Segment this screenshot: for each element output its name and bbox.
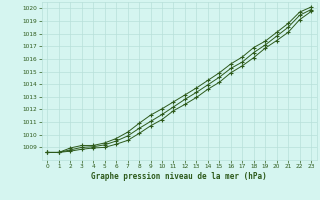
X-axis label: Graphe pression niveau de la mer (hPa): Graphe pression niveau de la mer (hPa) bbox=[91, 172, 267, 181]
